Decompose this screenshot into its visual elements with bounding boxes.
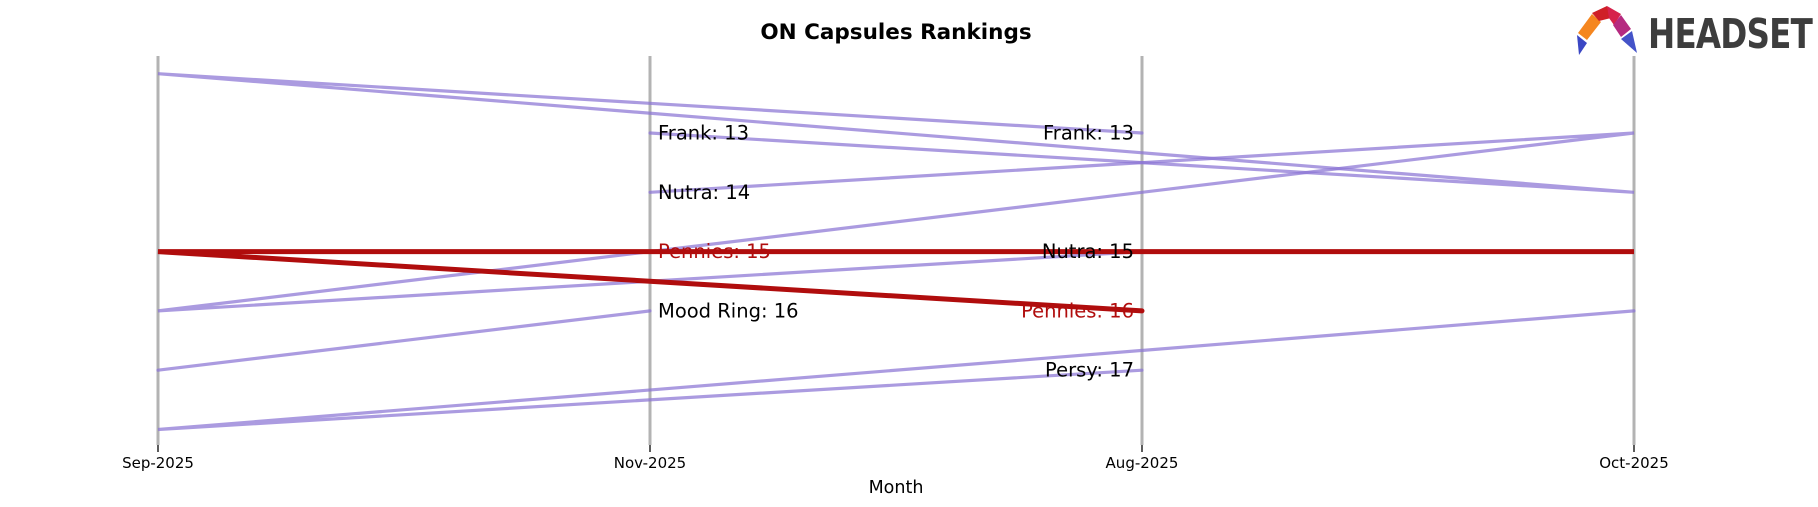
series-line-pennies	[157, 249, 1634, 314]
month-tick-label: Sep-2025	[122, 454, 194, 472]
rank-label-nutra: Nutra: 14	[658, 181, 750, 204]
x-axis-title: Month	[869, 478, 924, 498]
headset-logo-text: HEADSET	[1648, 10, 1813, 58]
rank-label-mood-ring: Mood Ring: 16	[658, 299, 799, 322]
series-line-frank	[157, 72, 1635, 194]
month-tick-label: Aug-2025	[1106, 454, 1179, 472]
rank-label-frank: Frank: 13	[1043, 122, 1134, 145]
logo-facet-red	[1592, 6, 1611, 21]
headset-logo: HEADSET	[1577, 6, 1814, 58]
rank-label-nutra: Nutra: 15	[1042, 240, 1134, 263]
series-line-mood-ring	[156, 309, 652, 372]
month-tick-label: Oct-2025	[1599, 454, 1669, 472]
logo-facet-blue-right	[1621, 31, 1637, 53]
rank-label-frank: Frank: 13	[658, 122, 749, 145]
rank-label-persy: Persy: 17	[1045, 359, 1134, 382]
headset-logo-icon	[1577, 6, 1637, 55]
ranking-lines	[156, 72, 1636, 432]
logo-facet-orange	[1578, 14, 1601, 40]
chart-title: ON Capsules Rankings	[760, 20, 1031, 45]
x-tick-labels: Sep-2025 Nov-2025 Aug-2025 Oct-2025	[122, 454, 1669, 472]
rank-labels: Frank: 13 Nutra: 14 Pennies: 15 Mood Ring: …	[658, 122, 1134, 382]
logo-facet-blue-left	[1577, 35, 1587, 55]
logo-facet-crimson	[1607, 6, 1621, 25]
rank-label-pennies: Pennies: 16	[1021, 299, 1134, 322]
month-tick-label: Nov-2025	[614, 454, 686, 472]
series-line-nutra	[157, 131, 1635, 313]
logo-facet-magenta	[1613, 15, 1631, 37]
rank-label-pennies: Pennies: 15	[658, 240, 771, 263]
series-line-persy	[157, 309, 1636, 432]
